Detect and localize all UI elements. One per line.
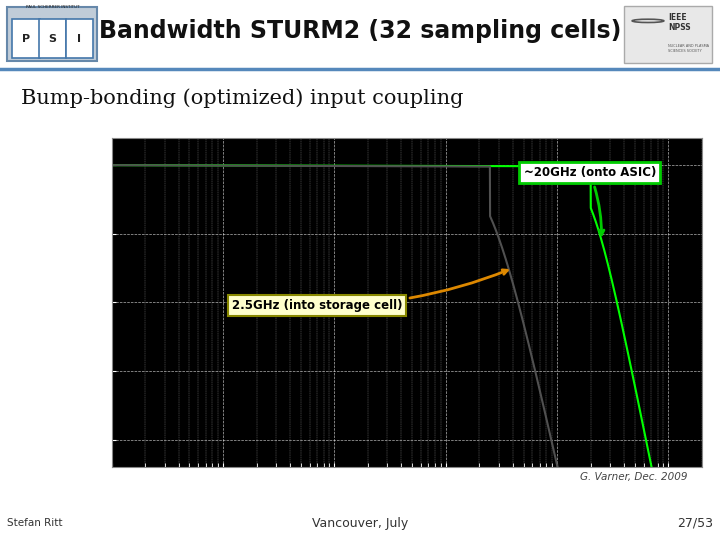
FancyBboxPatch shape	[624, 5, 712, 63]
Text: P: P	[22, 34, 30, 44]
Text: PAUL SCHERRER INSTITUT: PAUL SCHERRER INSTITUT	[26, 5, 79, 9]
Text: Vancouver, July: Vancouver, July	[312, 517, 408, 530]
Text: IEEE
NPSS: IEEE NPSS	[668, 12, 690, 32]
Text: Bandwidth STURM2 (32 sampling cells): Bandwidth STURM2 (32 sampling cells)	[99, 19, 621, 43]
Y-axis label: Voltage Magnitude (dB): Voltage Magnitude (dB)	[76, 237, 86, 368]
Text: 2.5GHz (into storage cell): 2.5GHz (into storage cell)	[232, 270, 508, 312]
X-axis label: Frequency (Hz): Frequency (Hz)	[364, 485, 449, 495]
Text: ~20GHz (onto ASIC): ~20GHz (onto ASIC)	[523, 166, 656, 235]
Text: x1=2.46G   x2=17.07G   dx=14.60G   y1=-35.49m   y2=-5.91   dy=-5.87: x1=2.46G x2=17.07G dx=14.60G y1=-35.49m …	[239, 125, 575, 134]
Text: NUCLEAR AND PLASMA
SCIENCES SOCIETY: NUCLEAR AND PLASMA SCIENCES SOCIETY	[668, 44, 709, 53]
Text: I: I	[77, 34, 81, 44]
FancyBboxPatch shape	[12, 19, 40, 58]
Text: G. Varner, Dec. 2009: G. Varner, Dec. 2009	[580, 472, 688, 482]
FancyBboxPatch shape	[66, 19, 93, 58]
Text: S: S	[48, 34, 57, 44]
Text: Bump-bonding (optimized) input coupling: Bump-bonding (optimized) input coupling	[22, 88, 464, 108]
Text: 27/53: 27/53	[677, 517, 713, 530]
FancyBboxPatch shape	[7, 7, 97, 62]
FancyBboxPatch shape	[39, 19, 66, 58]
Text: Stefan Ritt: Stefan Ritt	[7, 518, 63, 528]
